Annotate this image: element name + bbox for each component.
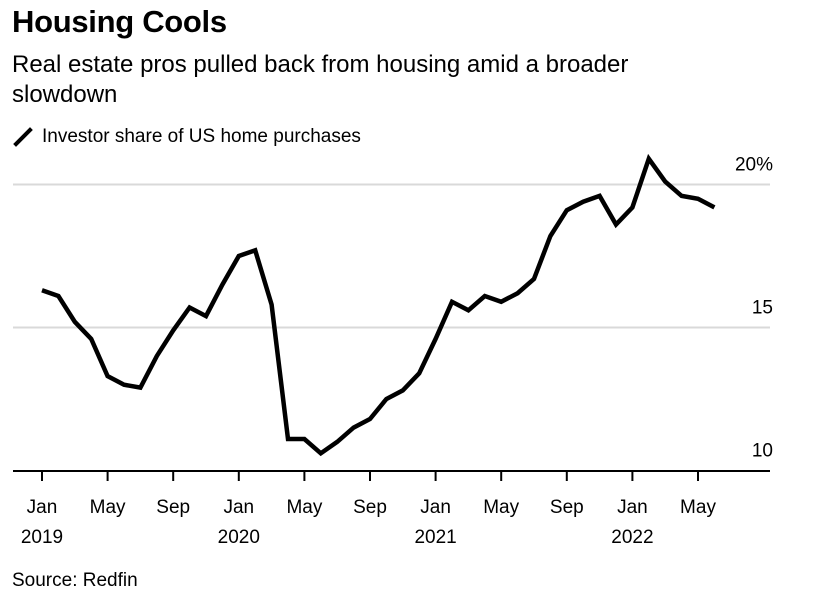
- x-tick-label-2020-05: May: [286, 497, 322, 518]
- y-tick-label-20: 20%: [735, 155, 773, 176]
- y-tick-label-10: 10: [752, 441, 773, 462]
- x-tick-label-2022-05: May: [680, 497, 716, 518]
- x-tick-label-2019-09: Sep: [156, 497, 190, 518]
- x-tick-label-2020-09: Sep: [353, 497, 387, 518]
- legend-label: Investor share of US home purchases: [42, 126, 361, 147]
- series-line-investor-share: [41, 153, 716, 457]
- x-tick-label-2021-01: Jan: [420, 497, 451, 518]
- chart-title: Housing Cools: [12, 4, 227, 39]
- legend: Investor share of US home purchases: [12, 124, 361, 150]
- x-tick-label-2021-05: May: [483, 497, 519, 518]
- x-tick-label-2019-01: Jan: [27, 497, 58, 518]
- x-tick-label-2019-05: May: [90, 497, 126, 518]
- x-tick-label-2022-01: Jan: [617, 497, 648, 518]
- y-axis-ticks: 10 15 20%: [735, 155, 773, 462]
- gridlines: [13, 183, 770, 329]
- x-tick-label-2021-09: Sep: [550, 497, 584, 518]
- x-year-label-2022: 2022: [611, 527, 653, 548]
- legend-line-icon: [13, 127, 33, 147]
- x-year-label-2020: 2020: [218, 527, 260, 548]
- x-year-label-2019: 2019: [21, 527, 63, 548]
- x-tick-label-2020-01: Jan: [223, 497, 254, 518]
- source-note: Source: Redfin: [12, 570, 138, 591]
- y-tick-label-15: 15: [752, 298, 773, 319]
- chart-subtitle: Real estate pros pulled back from housin…: [12, 51, 629, 108]
- x-axis: Jan 2019 May Sep Jan 2020 May Sep Jan 2021 May Sep J…: [13, 470, 770, 548]
- series-layer: [41, 153, 716, 457]
- x-year-label-2021: 2021: [414, 527, 456, 548]
